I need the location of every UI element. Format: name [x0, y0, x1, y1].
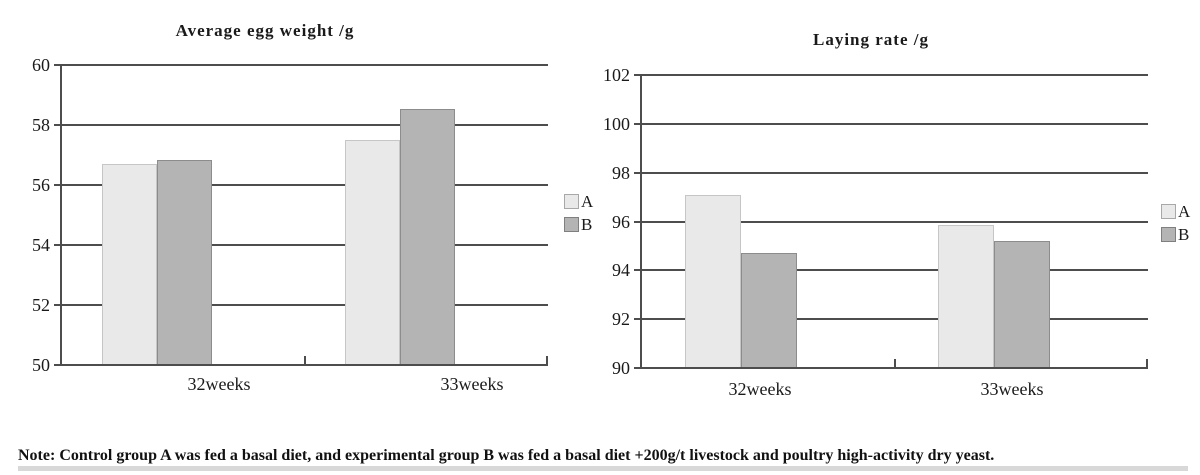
bar-A-33weeks	[344, 140, 400, 365]
x-axis-category-label: 32weeks	[187, 374, 251, 394]
series-a-swatch	[1161, 204, 1176, 219]
y-axis-tick-label: 54	[32, 235, 50, 255]
y-axis-tick-label: 92	[612, 309, 630, 330]
y-axis-tick	[54, 124, 62, 126]
gridline	[642, 122, 1148, 125]
y-axis-tick-label: 100	[603, 113, 630, 134]
laying-rate-chart-title: Laying rate /g	[813, 30, 929, 49]
gridline	[62, 64, 548, 66]
series-a-swatch	[564, 194, 579, 209]
legend-item-a: A	[564, 193, 593, 210]
y-axis-tick-label: 98	[612, 162, 630, 183]
y-axis-tick	[634, 367, 642, 369]
y-axis	[640, 74, 642, 369]
y-axis-tick-label: 58	[32, 115, 50, 135]
legend-item-b: B	[564, 216, 593, 233]
x-axis	[60, 364, 548, 366]
y-axis-tick	[634, 220, 642, 223]
y-axis-tick	[54, 64, 62, 66]
y-axis-tick-label: 60	[32, 55, 50, 75]
gridline	[62, 184, 548, 186]
bar-B-33weeks	[399, 108, 455, 365]
y-axis-tick	[634, 269, 642, 272]
y-axis-tick	[54, 304, 62, 306]
y-axis-tick	[54, 184, 62, 186]
x-axis-tick	[304, 356, 306, 364]
bar-A-33weeks	[937, 225, 994, 368]
x-axis-category-label: 32weeks	[728, 379, 792, 399]
y-axis	[60, 64, 62, 366]
series-b-label: B	[581, 215, 593, 234]
y-axis-tick-label: 96	[612, 211, 630, 232]
x-axis-category-label: 33weeks	[980, 379, 1044, 399]
gridline	[642, 318, 1148, 321]
legend-item-a: A	[1161, 203, 1190, 220]
y-axis-tick	[634, 318, 642, 321]
gridline	[642, 74, 1148, 76]
gridline	[62, 124, 548, 126]
legend-item-b: B	[1161, 226, 1190, 243]
y-axis-tick-label: 94	[612, 260, 630, 281]
y-axis-tick-label: 52	[32, 295, 50, 315]
y-axis-tick	[54, 244, 62, 246]
y-axis-tick-label: 90	[612, 358, 630, 378]
series-a-label: A	[1178, 202, 1191, 221]
x-axis-tick	[546, 356, 548, 364]
series-a-label: A	[581, 192, 594, 211]
series-b-swatch	[1161, 227, 1176, 242]
bar-A-32weeks	[101, 164, 157, 365]
egg-weight-chart-title: Average egg weight /g	[175, 21, 355, 40]
y-axis-tick-label: 102	[603, 65, 630, 85]
y-axis-tick	[634, 171, 642, 174]
series-b-label: B	[1178, 225, 1190, 244]
x-axis-tick	[1146, 359, 1148, 367]
y-axis-tick	[634, 122, 642, 125]
gridline	[62, 244, 548, 246]
laying-rate-legend: A B	[1161, 203, 1190, 249]
y-axis-tick-label: 56	[32, 175, 50, 195]
x-axis-category-label: 33weeks	[440, 374, 504, 394]
gridline	[62, 304, 548, 306]
series-b-swatch	[564, 217, 579, 232]
bar-B-32weeks	[156, 159, 212, 365]
bar-A-32weeks	[684, 194, 741, 368]
footnote-underline	[18, 466, 1188, 471]
y-axis-tick	[54, 364, 62, 366]
x-axis	[640, 367, 1148, 369]
y-axis-tick	[634, 74, 642, 76]
footnote: Note: Control group A was fed a basal di…	[18, 447, 995, 464]
gridline	[642, 171, 1148, 174]
gridline	[642, 269, 1148, 272]
y-axis-tick-label: 50	[32, 355, 50, 375]
bar-B-33weeks	[993, 241, 1050, 368]
bar-B-32weeks	[740, 253, 797, 368]
x-axis-tick	[894, 359, 896, 367]
gridline	[642, 220, 1148, 223]
egg-weight-legend: A B	[564, 193, 593, 239]
